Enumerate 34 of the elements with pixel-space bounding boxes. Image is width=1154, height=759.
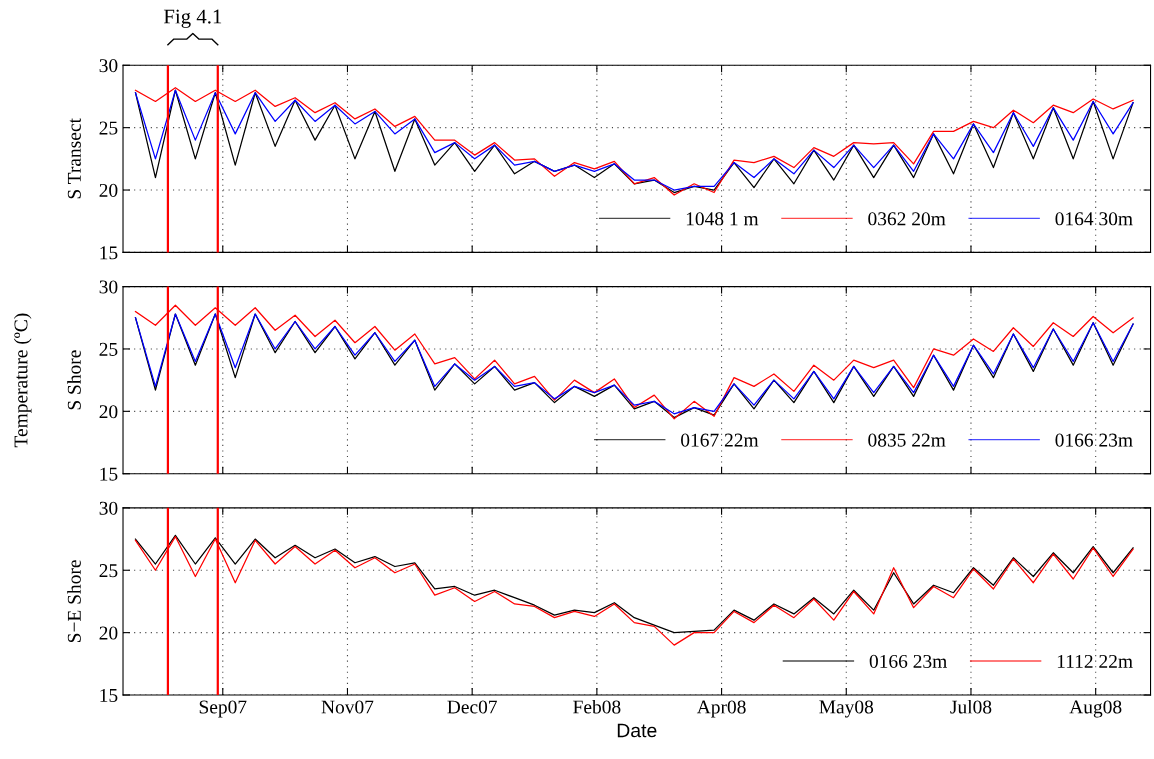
legend-label: 0362 20m [868,212,946,226]
x-tick-label: May08 [819,700,874,718]
y-axis-title: S Shore [67,350,81,410]
x-tick-label: Dec07 [447,700,497,714]
x-tick-label: Jul08 [950,699,992,714]
x-tick-label: Nov07 [321,700,374,714]
x-tick-label: Apr08 [696,700,746,718]
x-tick-label: Aug08 [1069,700,1122,718]
legend-label: 0166 23m [1055,433,1133,447]
y-tick-label: 30 [99,280,118,294]
legend-label: 1112 22m [1057,654,1133,668]
text: Temperature (ºC) [13,313,32,448]
y-tick-label: 20 [99,183,118,197]
legend-label: 1048 1 m [686,212,759,226]
x-tick-label: Feb08 [573,699,621,714]
legend-label: 0835 22m [868,433,946,447]
y-tick-label: 20 [99,405,118,419]
legend-label: 0167 22m [681,433,759,447]
x-tick-label: Sep07 [199,700,247,718]
y-tick-label: 15 [100,246,118,260]
y-axis-title: S Transect [67,118,81,199]
y-tick-label: 25 [99,564,118,578]
y-tick-label: 25 [99,121,118,135]
x-axis-title: Date [617,723,657,738]
y-tick-label: 20 [99,626,118,640]
y-tick-label: 15 [100,688,118,702]
y-axis-title: S−E Shore [67,560,81,643]
y-tick-label: 30 [99,59,118,73]
legend-label: 0164 30m [1055,212,1133,226]
caption: Fig 4.1 [163,9,222,28]
y-tick-label: 15 [100,467,118,481]
legend-label: 0166 23m [869,654,947,668]
y-tick-label: 25 [99,342,118,356]
y-tick-label: 30 [99,501,118,515]
